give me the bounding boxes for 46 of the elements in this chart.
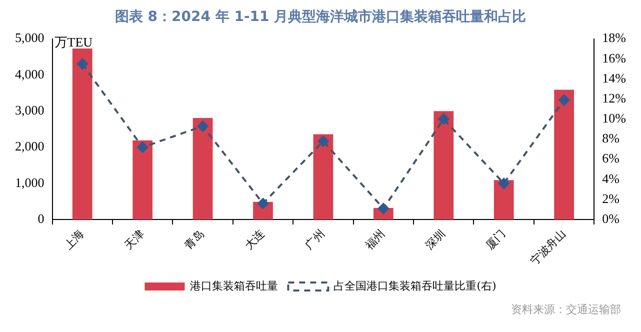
x-tick-label: 福州 [362, 227, 388, 252]
y2-tick-label: 6% [602, 150, 620, 166]
y-tick-label: 4,000 [15, 66, 44, 82]
point [558, 94, 570, 106]
bar [72, 48, 92, 220]
bar [434, 111, 454, 220]
y-tick-label: 5,000 [15, 30, 44, 46]
point [438, 114, 450, 125]
point [257, 198, 268, 209]
x-tick-label: 大连 [242, 227, 268, 252]
y2-tick-label: 4% [602, 170, 620, 186]
point [498, 178, 510, 189]
x-tick-label: 厦门 [483, 227, 508, 252]
y2-tick-label: 16% [602, 50, 626, 66]
y2-tick-label: 8% [602, 130, 620, 146]
bar [494, 180, 514, 220]
x-tick-label: 深圳 [423, 227, 448, 252]
point [76, 58, 88, 70]
y-axis-title: 万TEU [54, 34, 94, 50]
x-tick-label: 天津 [122, 227, 147, 252]
x-tick-label: 宁波舟山 [528, 227, 568, 268]
y2-tick-label: 14% [602, 70, 626, 86]
bar [554, 90, 574, 220]
legend-label: 占全国港口集装箱吞吐量比重(右) [334, 279, 496, 292]
y2-tick-label: 12% [602, 90, 626, 106]
y2-tick-label: 18% [602, 30, 626, 46]
bar [192, 118, 213, 220]
x-tick-label: 青岛 [182, 227, 207, 252]
legend-label: 港口集装箱吞吐量 [190, 279, 278, 292]
y-tick-label: 3,000 [15, 102, 44, 118]
bar [313, 134, 334, 220]
y-tick-label: 0 [38, 210, 44, 226]
x-tick-label: 广州 [302, 227, 328, 252]
y2-tick-label: 2% [602, 190, 620, 206]
y2-tick-label: 10% [602, 110, 626, 126]
bar [132, 140, 153, 220]
y-tick-label: 2,000 [15, 138, 44, 154]
point [318, 136, 329, 147]
x-tick-label: 上海 [62, 227, 86, 252]
point [137, 142, 148, 153]
chart-title: 图表 8：2024 年 1-11 月典型海洋城市港口集装箱吞吐量和占比 [114, 8, 528, 27]
point [378, 203, 389, 214]
y2-tick-label: 0% [602, 210, 620, 226]
text: 资料来源：交通运输部 [510, 302, 622, 317]
point [197, 120, 208, 132]
y-tick-label: 1,000 [15, 174, 44, 190]
